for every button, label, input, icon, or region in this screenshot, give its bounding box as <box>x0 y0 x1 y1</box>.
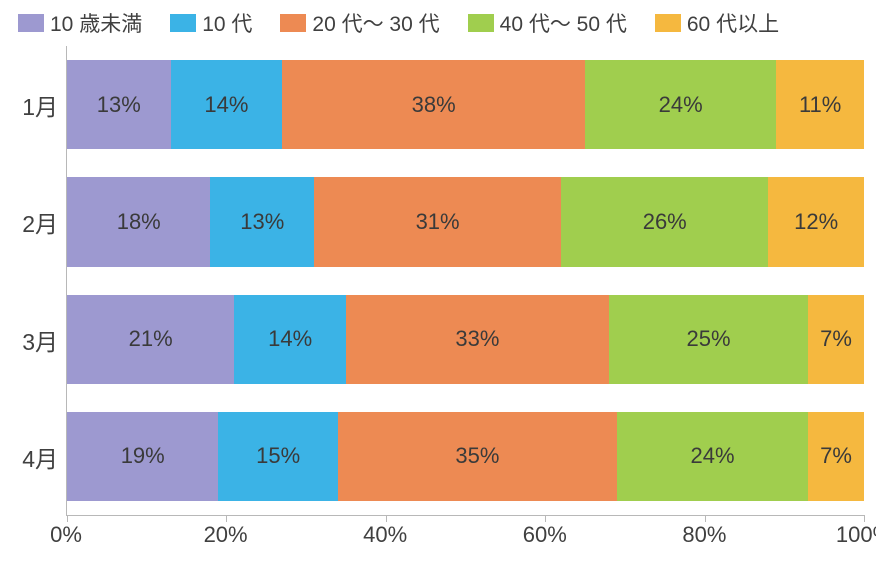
x-tick-label: 0% <box>50 522 82 548</box>
x-tick-label: 40% <box>363 522 407 548</box>
bar-segment: 25% <box>609 295 808 384</box>
legend-swatch <box>170 14 196 32</box>
bar-row: 18%13%31%26%12% <box>67 163 864 280</box>
legend-swatch <box>468 14 494 32</box>
legend-item: 10 歳未満 <box>18 8 142 38</box>
category-label: 3月 <box>12 281 66 399</box>
legend-label: 10 歳未満 <box>50 8 142 38</box>
stacked-bar: 13%14%38%24%11% <box>67 60 864 149</box>
stacked-bar: 18%13%31%26%12% <box>67 177 864 266</box>
legend-swatch <box>280 14 306 32</box>
bar-segment: 24% <box>617 412 808 501</box>
stacked-bar: 21%14%33%25%7% <box>67 295 864 384</box>
bar-segment: 7% <box>808 295 864 384</box>
bar-segment: 19% <box>67 412 218 501</box>
legend-item: 60 代以上 <box>655 8 779 38</box>
legend-label: 40 代～ 50 代 <box>500 8 627 38</box>
x-tick-label: 80% <box>682 522 726 548</box>
bar-row: 13%14%38%24%11% <box>67 46 864 163</box>
bar-segment: 14% <box>171 60 283 149</box>
legend-swatch <box>655 14 681 32</box>
bar-segment: 21% <box>67 295 234 384</box>
bar-segment: 33% <box>346 295 609 384</box>
legend: 10 歳未満 10 代 20 代～ 30 代 40 代～ 50 代 60 代以上 <box>12 8 864 46</box>
plot: 13%14%38%24%11%18%13%31%26%12%21%14%33%2… <box>66 46 864 550</box>
bar-segment: 31% <box>314 177 561 266</box>
bar-rows: 13%14%38%24%11%18%13%31%26%12%21%14%33%2… <box>67 46 864 515</box>
x-axis: 0%20%40%60%80%100% <box>66 516 864 550</box>
bar-row: 19%15%35%24%7% <box>67 398 864 515</box>
legend-item: 40 代～ 50 代 <box>468 8 627 38</box>
stacked-bar-chart: 10 歳未満 10 代 20 代～ 30 代 40 代～ 50 代 60 代以上… <box>12 8 864 550</box>
legend-label: 20 代～ 30 代 <box>312 8 439 38</box>
x-tick-label: 100% <box>836 522 876 548</box>
bars-container: 13%14%38%24%11%18%13%31%26%12%21%14%33%2… <box>66 46 864 516</box>
bar-segment: 26% <box>561 177 768 266</box>
x-tick <box>864 515 865 522</box>
bar-row: 21%14%33%25%7% <box>67 281 864 398</box>
bar-segment: 35% <box>338 412 617 501</box>
legend-swatch <box>18 14 44 32</box>
legend-label: 10 代 <box>202 8 252 38</box>
bar-segment: 7% <box>808 412 864 501</box>
bar-segment: 13% <box>67 60 171 149</box>
bar-segment: 24% <box>585 60 776 149</box>
plot-area: 1月 2月 3月 4月 13%14%38%24%11%18%13%31%26%1… <box>12 46 864 550</box>
category-label: 4月 <box>12 399 66 517</box>
bar-segment: 14% <box>234 295 346 384</box>
legend-item: 10 代 <box>170 8 252 38</box>
legend-label: 60 代以上 <box>687 8 779 38</box>
x-tick-label: 20% <box>204 522 248 548</box>
category-label: 1月 <box>12 46 66 164</box>
x-tick-label: 60% <box>523 522 567 548</box>
bar-segment: 13% <box>210 177 314 266</box>
bar-segment: 12% <box>768 177 864 266</box>
bar-segment: 15% <box>218 412 338 501</box>
y-axis-labels: 1月 2月 3月 4月 <box>12 46 66 550</box>
bar-segment: 38% <box>282 60 585 149</box>
stacked-bar: 19%15%35%24%7% <box>67 412 864 501</box>
bar-segment: 18% <box>67 177 210 266</box>
bar-segment: 11% <box>776 60 864 149</box>
category-label: 2月 <box>12 164 66 282</box>
legend-item: 20 代～ 30 代 <box>280 8 439 38</box>
